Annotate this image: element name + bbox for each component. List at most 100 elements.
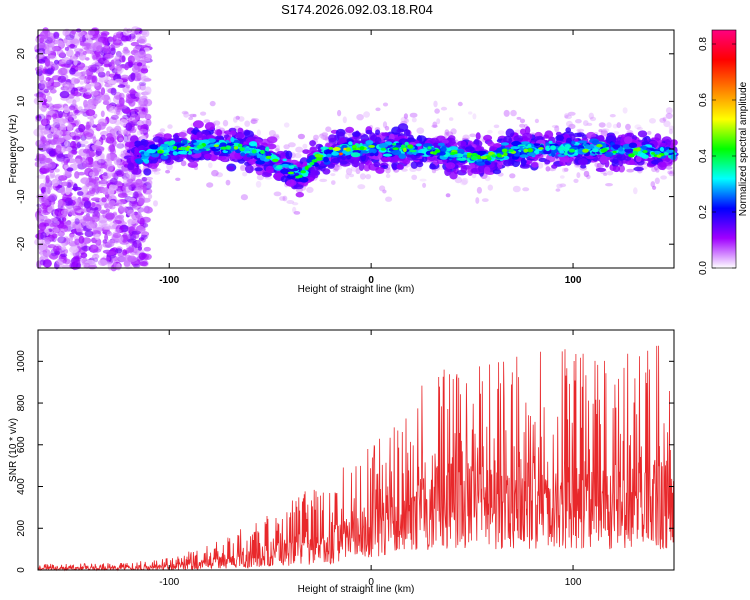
spectrogram-point: [35, 97, 45, 105]
spectrogram-point: [622, 107, 628, 114]
spectrogram-point: [146, 149, 155, 153]
spectrogram-point: [92, 254, 100, 259]
spectrogram-point: [198, 148, 207, 152]
spectrogram-point: [254, 167, 263, 172]
spectrogram-point: [294, 152, 302, 159]
spectrogram-point: [396, 164, 404, 170]
snr-y-label: SNR (10 * v/v): [8, 418, 19, 482]
spectrogram-point: [664, 139, 671, 148]
spectrogram-point: [46, 95, 53, 102]
spectrogram-point: [72, 205, 82, 211]
spectrogram-point: [125, 122, 133, 131]
spectrogram-point: [273, 191, 282, 197]
spectrogram-point: [226, 166, 235, 171]
spectrogram-point: [117, 256, 127, 263]
spectrogram-point: [49, 88, 57, 94]
spectrogram-point: [104, 83, 110, 88]
spectrogram-point: [522, 187, 530, 192]
spectrogram-point: [457, 101, 463, 107]
spectrogram-point: [35, 66, 43, 72]
spectrogram-point: [141, 107, 146, 113]
spectrogram-point: [626, 168, 635, 173]
spectrogram-point: [97, 259, 108, 267]
spectrogram-point: [332, 168, 339, 173]
spectrogram-point: [40, 165, 50, 174]
spectrogram-point: [63, 164, 69, 169]
spectrogram-point: [359, 173, 366, 180]
spectrogram-point: [649, 118, 656, 124]
spectrogram-point: [582, 148, 589, 153]
spectrogram-point: [385, 167, 391, 174]
spectrogram-point: [131, 126, 138, 132]
spectrogram-point: [88, 150, 97, 157]
spectrogram-point: [55, 144, 62, 154]
spectrogram-point: [118, 137, 124, 142]
spectrogram-point: [559, 175, 565, 179]
spectrogram-point: [177, 132, 187, 138]
spectrogram-point: [73, 58, 78, 66]
spectrogram-point: [102, 45, 110, 54]
spectrogram-point: [476, 154, 481, 160]
spectrogram-point: [293, 184, 304, 190]
spectrogram-point: [74, 238, 80, 246]
spectrogram-point: [43, 191, 49, 198]
spectrogram-point: [434, 108, 440, 114]
spectrogram-point: [384, 125, 390, 131]
spectrogram-point: [79, 260, 85, 266]
spectrogram-point: [492, 169, 502, 175]
spectrogram-point: [220, 146, 228, 150]
spectrogram-point: [38, 64, 44, 70]
spectrogram-point: [259, 155, 266, 161]
spectrogram-point: [103, 63, 111, 68]
spectrogram-point: [102, 239, 108, 244]
spectrogram-point: [466, 152, 472, 156]
spectrogram-point: [628, 153, 635, 158]
spectrogram-point: [138, 81, 147, 87]
spectrogram-point: [115, 248, 123, 254]
spectrogram-point: [110, 114, 119, 120]
spectrogram-point: [445, 162, 456, 170]
spectrogram-point: [46, 45, 55, 54]
spectrogram-point: [543, 149, 552, 155]
spectrogram-point: [508, 149, 514, 152]
spectrogram-point: [654, 133, 662, 141]
spectrogram-point: [104, 225, 114, 230]
spectrogram-point: [243, 130, 255, 139]
spectrogram-point: [96, 159, 106, 166]
spectrogram-point: [496, 153, 502, 158]
spectrogram-point: [64, 46, 69, 51]
spectrogram-point: [65, 189, 71, 195]
spectrogram-point: [86, 42, 92, 50]
spectrogram-point: [550, 145, 556, 151]
spectrogram-point: [100, 209, 107, 215]
spectrogram-point: [355, 167, 361, 175]
spectrogram-y-label: Frequency (Hz): [8, 115, 19, 184]
spectrogram-point: [84, 262, 90, 269]
spectrogram-point: [255, 180, 262, 188]
spectrogram-point: [325, 148, 334, 154]
spectrogram-point: [56, 130, 64, 136]
spectrogram-point: [92, 161, 99, 170]
spectrogram-point: [113, 31, 123, 40]
spectrogram-point: [274, 148, 280, 152]
spectrogram-point: [120, 77, 130, 81]
spectrogram-point: [654, 164, 659, 171]
spectrogram-point: [43, 129, 51, 135]
spectrogram-point: [115, 168, 124, 176]
spectrogram-point: [313, 134, 319, 141]
spectrogram-point: [286, 174, 296, 180]
spectrogram-point: [308, 170, 319, 175]
spectrogram-point: [112, 232, 122, 239]
spectrogram-point: [358, 162, 365, 171]
spectrogram-point: [352, 131, 361, 137]
spectrogram-point: [114, 228, 122, 233]
spectrogram-point: [94, 233, 100, 240]
spectrogram-point: [215, 172, 223, 178]
spectrogram-point: [44, 236, 51, 242]
spectrogram-point: [392, 143, 397, 146]
spectrogram-point: [240, 194, 248, 201]
spectrogram-point: [97, 36, 107, 44]
spectrogram-point: [172, 134, 180, 139]
spectrogram-point: [125, 35, 132, 42]
